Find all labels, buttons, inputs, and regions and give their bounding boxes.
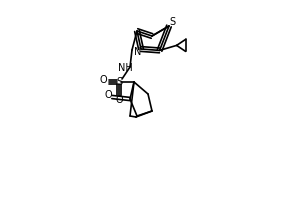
Text: O: O <box>99 75 107 85</box>
Text: NH: NH <box>118 63 133 73</box>
Text: O: O <box>115 95 123 105</box>
Text: S: S <box>169 17 175 27</box>
Text: N: N <box>134 47 142 57</box>
Text: S: S <box>116 77 122 87</box>
Text: O: O <box>105 90 112 100</box>
